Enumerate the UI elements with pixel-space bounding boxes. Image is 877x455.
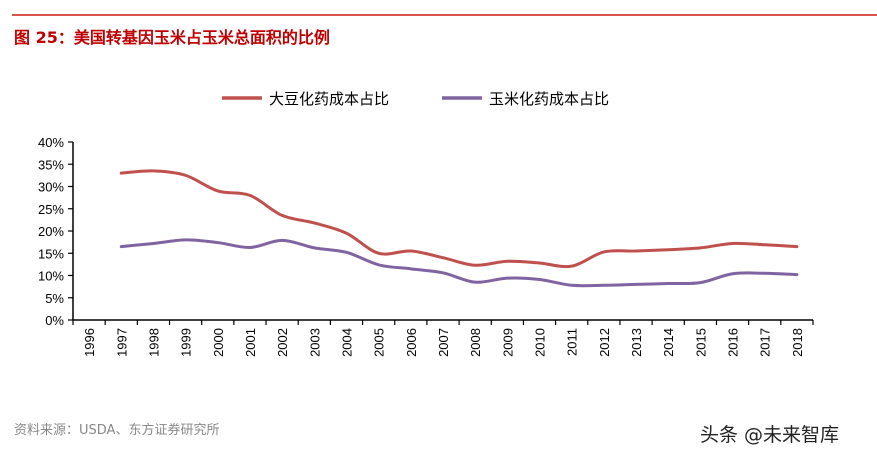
x-tick-label: 1997 xyxy=(114,328,129,357)
series-lines xyxy=(119,169,799,288)
x-tick-label: 2009 xyxy=(500,328,515,357)
x-tick-label: 2016 xyxy=(726,328,741,357)
x-tick-label: 2014 xyxy=(661,328,676,357)
x-tick-label: 1999 xyxy=(179,328,194,357)
y-tick-label: 10% xyxy=(38,269,64,284)
series-line-2 xyxy=(119,238,799,288)
x-tick-label: 2015 xyxy=(693,328,708,357)
y-tick-label: 30% xyxy=(38,180,64,195)
y-tick-label: 5% xyxy=(45,291,64,306)
x-tick-label: 2006 xyxy=(404,328,419,357)
x-tick-label: 2003 xyxy=(307,328,322,357)
legend-label-2: 玉米化药成本占比 xyxy=(489,90,609,108)
legend: 大豆化药成本占比 玉米化药成本占比 xyxy=(222,90,609,108)
x-tick-label: 2005 xyxy=(372,328,387,357)
y-tick-label: 25% xyxy=(38,202,64,217)
x-tick-label: 2013 xyxy=(629,328,644,357)
x-tick-label: 1998 xyxy=(146,328,161,357)
x-tick-label: 2008 xyxy=(468,328,483,357)
y-tick-label: 0% xyxy=(45,313,64,328)
y-tick-label: 35% xyxy=(38,157,64,172)
top-rule xyxy=(12,14,877,16)
x-tick-label: 2017 xyxy=(758,328,773,357)
y-tick-label: 20% xyxy=(38,224,64,239)
x-tick-label: 2002 xyxy=(275,328,290,357)
x-tick-label: 2007 xyxy=(436,328,451,357)
legend-label-1: 大豆化药成本占比 xyxy=(269,90,389,108)
axes: 0% 5% 10% 15% 20% 25% 30% 35% 40% 1996 1997 1998 199… xyxy=(38,135,814,357)
x-tick-label: 2010 xyxy=(533,328,548,357)
x-tick-label: 2011 xyxy=(565,328,580,356)
figure-title: 图 25：美国转基因玉米占玉米总面积的比例 xyxy=(14,28,330,47)
y-tick-label: 15% xyxy=(38,246,64,261)
watermark: 头条 @未来智库 xyxy=(700,424,840,446)
series-line-1 xyxy=(119,169,799,269)
y-tick-label: 40% xyxy=(38,135,64,150)
x-tick-label: 2012 xyxy=(597,328,612,357)
x-tick-label: 2001 xyxy=(243,328,258,357)
source-note: 资料来源：USDA、东方证券研究所 xyxy=(14,423,220,438)
x-tick-label: 2004 xyxy=(339,328,354,357)
x-tick-label: 2000 xyxy=(211,328,226,357)
x-tick-label: 2018 xyxy=(790,328,805,357)
x-tick-label: 1996 xyxy=(82,328,97,357)
